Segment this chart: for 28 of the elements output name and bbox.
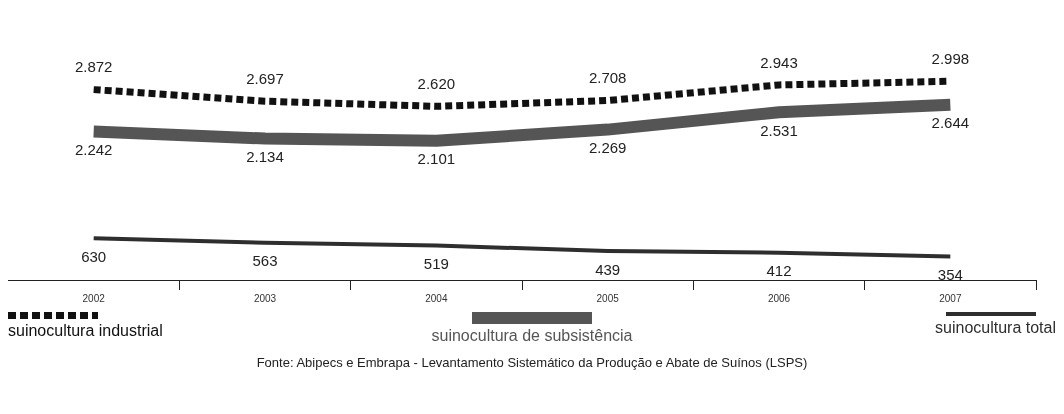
- x-tick-label: 2004: [425, 292, 448, 304]
- data-label: 2.620: [417, 74, 456, 92]
- data-label: 519: [423, 255, 449, 273]
- data-label: 412: [766, 262, 792, 280]
- x-tick-label: 2003: [253, 292, 277, 304]
- data-label: 630: [81, 247, 107, 265]
- data-label: 2.101: [417, 150, 456, 168]
- data-label: 2.998: [931, 49, 970, 67]
- data-label: 2.697: [246, 69, 284, 87]
- x-tick-label: 2006: [767, 292, 791, 304]
- data-label: 2.943: [760, 53, 798, 71]
- text: suinocultura de subsistência: [431, 327, 633, 345]
- data-label: 2.531: [760, 121, 798, 139]
- data-label: 2.872: [74, 58, 113, 76]
- text: suinocultura industrial: [8, 322, 163, 340]
- x-tick-label: 2005: [596, 292, 620, 304]
- data-label: 354: [937, 266, 963, 284]
- x-tick-label: 2007: [939, 292, 962, 304]
- data-label: 2.708: [588, 69, 627, 87]
- data-label: 2.134: [246, 148, 284, 166]
- data-label: 563: [252, 252, 278, 270]
- text: suinocultura total: [935, 319, 1056, 337]
- data-label: 439: [595, 260, 621, 278]
- data-label: 2.644: [931, 114, 970, 132]
- source-note: Fonte: Abipecs e Embrapa - Levantamento Sistemático da Produção e Abate de Suínos (LSPS): [255, 355, 809, 370]
- x-tick-label: 2002: [82, 292, 106, 304]
- data-label: 2.242: [74, 141, 113, 159]
- data-label: 2.269: [588, 139, 627, 157]
